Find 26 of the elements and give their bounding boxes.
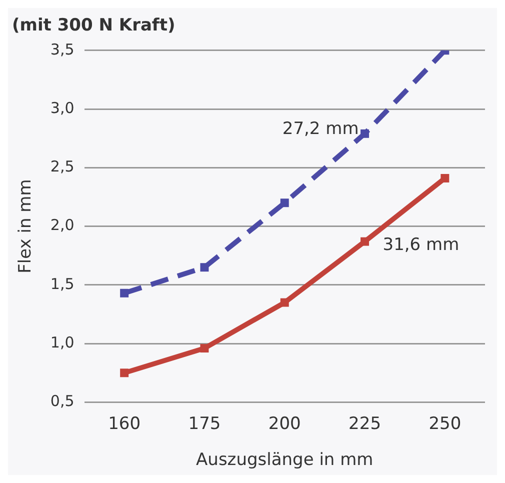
point <box>280 298 289 307</box>
y-tick-label: 1,5 <box>50 274 74 293</box>
point <box>360 237 370 246</box>
point <box>120 368 129 378</box>
point <box>200 344 209 352</box>
point <box>200 263 209 272</box>
x-tick-label: 225 <box>348 414 382 434</box>
x-tick-label: 175 <box>188 414 221 434</box>
point <box>440 174 450 182</box>
x-tick-label: 160 <box>108 414 141 434</box>
annotation: 27,2 mm <box>282 119 359 140</box>
point <box>280 198 289 208</box>
y-axis-title: Flex in mm <box>16 179 36 274</box>
y-tick-label: 0,5 <box>50 392 74 410</box>
y-tick-label: 2,5 <box>50 158 74 176</box>
chart-subtitle: (mit 300 N Kraft) <box>12 16 176 36</box>
y-tick-label: 1,0 <box>50 333 74 352</box>
y-tick-label: 2,0 <box>50 216 74 234</box>
point <box>120 288 129 298</box>
point <box>360 129 370 138</box>
y-tick-label: 3,5 <box>50 40 74 58</box>
y-tick-label: 3,0 <box>50 98 74 117</box>
x-tick-label: 250 <box>428 414 462 434</box>
x-tick-label: 200 <box>268 414 301 434</box>
x-axis-title: Auszugslänge in mm <box>196 450 374 470</box>
annotation: 31,6 mm <box>382 234 460 255</box>
